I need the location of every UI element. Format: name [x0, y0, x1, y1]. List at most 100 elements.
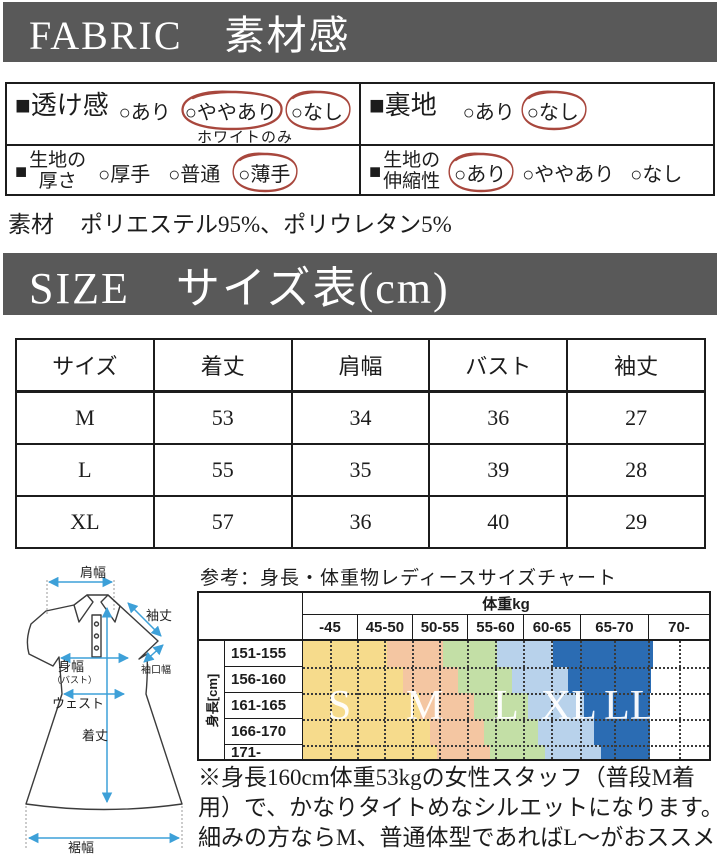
cell-value: 27 [566, 390, 706, 445]
sheerness-option-yayaari: ○ややあり [181, 90, 283, 131]
lining-option-nashi: ○なし [521, 90, 587, 131]
weight-col-label: 50-55 [411, 615, 467, 639]
cell-value: 53 [152, 390, 293, 445]
sleeve-length-arrow [127, 602, 162, 637]
size-table: サイズ 着丈 肩幅 バスト 袖丈 M 53 34 36 27 L 55 35 3… [15, 338, 706, 549]
material-composition: 素材 ポリエステル95%、ポリウレタン5% [8, 205, 452, 239]
table-row: L 55 35 39 28 [15, 443, 706, 497]
shoulder-width-label: 肩幅 [80, 565, 106, 580]
dress-measurement-diagram: 肩幅 袖丈 袖口幅 身幅 （バスト） ウェスト 着丈 裾幅 [25, 565, 183, 855]
button [93, 621, 100, 627]
weight-col-label: -45 [319, 618, 341, 636]
height-row-label: 161-165 [225, 693, 303, 719]
col-header-shoulder: 肩幅 [290, 338, 431, 393]
weight-col-label: 65-70 [579, 615, 648, 639]
thickness-label-line1: 生地の [29, 150, 87, 172]
weight-col-label: 70- [648, 615, 709, 639]
cell-value: 39 [428, 443, 569, 497]
square-marker: ■ [369, 160, 382, 183]
weight-col-label: 55-60 [466, 615, 523, 639]
fitting-note-line: 用）で、かなりタイトめなシルエットになります。 [198, 795, 720, 820]
material-label: 素材 [8, 212, 54, 237]
fabric-attribute-table: ■透け感 ○あり ○ややあり ○なし ホワイトのみ ■裏地 ○あり ○なし [5, 82, 715, 196]
cell-value: 28 [566, 443, 706, 497]
chart-divider [199, 639, 709, 641]
cell-value: 29 [566, 495, 706, 549]
col-header-size: サイズ [15, 338, 155, 393]
col-header-length: 着丈 [152, 338, 293, 393]
height-axis-header-text: 身長[cm] [205, 673, 221, 727]
thickness-option-usude-text: ○薄手 [238, 163, 291, 186]
stretch-label: 生地の 伸縮性 [383, 151, 440, 192]
cell-size-xl: XL [15, 495, 155, 549]
height-weight-size-chart: 体重kg -45 45-50 50-55 55-60 60-65 65-70 70- 身長[… [197, 591, 711, 761]
stretch-label-line2: 伸縮性 [383, 171, 441, 192]
thickness-option-atsude: ○厚手 [98, 163, 151, 186]
chart-color-area [303, 641, 709, 759]
thickness-option-futsuu: ○普通 [168, 163, 221, 186]
bust-label: （バスト） [52, 675, 97, 685]
fabric-cell-lining: ■裏地 ○あり ○なし [359, 84, 713, 144]
sheerness-option-nashi: ○なし [285, 90, 351, 131]
hem-width-label: 裾幅 [68, 840, 94, 855]
lining-option-nashi-text: ○なし [526, 102, 579, 124]
reference-chart-title: 参考：身長・体重物レディースサイズチャート [200, 568, 617, 589]
cell-value: 34 [290, 390, 431, 445]
thickness-label: 生地の 厚さ [29, 151, 86, 192]
height-row-label: 156-160 [225, 667, 303, 693]
table-row: M 53 34 36 27 [15, 390, 706, 445]
height-row-label: 151-155 [225, 641, 303, 667]
sheerness-note-white-only: ホワイトのみ [197, 130, 294, 146]
stretch-label-line1: 生地の [383, 150, 441, 172]
button [93, 645, 100, 651]
cell-size-m: M [15, 390, 155, 445]
fabric-section-header: FABRIC 素材感 [3, 2, 717, 62]
fitting-note: ※身長160cm体重53kgの女性スタッフ（普段M着 用）で、かなりタイトめなシ… [198, 763, 720, 853]
size-table-header-row: サイズ 着丈 肩幅 バスト 袖丈 [15, 338, 706, 393]
weight-col-label: 45-50 [356, 615, 412, 639]
placket [91, 614, 102, 658]
square-marker: ■ [15, 160, 28, 183]
cuff-width-label: 袖口幅 [141, 663, 171, 676]
waist-label: ウェスト [52, 696, 104, 711]
weight-col-label: 60-65 [523, 615, 580, 639]
collar-flap-right [100, 594, 121, 623]
lining-option-ari: ○あり [462, 102, 515, 124]
cell-size-l: L [15, 443, 155, 497]
stretch-option-nashi: ○なし [630, 163, 683, 186]
cuff-width-arrow [143, 644, 164, 663]
cell-value: 40 [428, 495, 569, 549]
chart-color-row [303, 667, 709, 693]
chart-color-row [303, 719, 709, 745]
chart-color-row [303, 693, 709, 719]
button [93, 633, 100, 639]
size-section-title: SIZE サイズ表(cm) [29, 264, 450, 313]
chart-color-row [303, 641, 709, 667]
height-axis-header: 身長[cm] [199, 641, 225, 759]
table-row: XL 57 36 40 29 [15, 495, 706, 549]
height-row-label: 171- [225, 744, 303, 759]
sheerness-option-nashi-text: ○なし [290, 102, 343, 124]
chart-weight-cols: -45 45-50 50-55 55-60 60-65 65-70 70- [303, 615, 709, 639]
cell-value: 36 [428, 390, 569, 445]
chart-blank-cell [199, 593, 303, 639]
fabric-cell-thickness: ■ 生地の 厚さ ○厚手 ○普通 ○薄手 [7, 144, 359, 194]
dress-outline [25, 604, 183, 811]
fabric-cell-sheerness: ■透け感 ○あり ○ややあり ○なし ホワイトのみ [7, 84, 359, 146]
fabric-cell-stretch: ■ 生地の 伸縮性 ○あり ○ややあり ○なし [359, 144, 713, 194]
thickness-label-line2: 厚さ [38, 171, 77, 192]
col-header-bust: バスト [428, 338, 569, 393]
material-value: ポリエステル95%、ポリウレタン5% [80, 212, 452, 237]
fitting-note-line: 細みの方ならM、普通体型であればL～がおススメ [198, 825, 716, 850]
cell-value: 35 [290, 443, 431, 497]
cell-value: 57 [152, 495, 293, 549]
fitting-note-line: ※身長160cm体重53kgの女性スタッフ（普段M着 [198, 765, 696, 790]
stretch-option-ari: ○あり [448, 151, 514, 192]
height-row-label: 166-170 [225, 719, 303, 745]
thickness-option-usude: ○薄手 [232, 151, 298, 192]
collar-flap-left [73, 594, 94, 623]
cell-value: 36 [290, 495, 431, 549]
col-header-sleeve: 袖丈 [566, 338, 706, 393]
weight-axis-header: 体重kg [303, 593, 709, 615]
